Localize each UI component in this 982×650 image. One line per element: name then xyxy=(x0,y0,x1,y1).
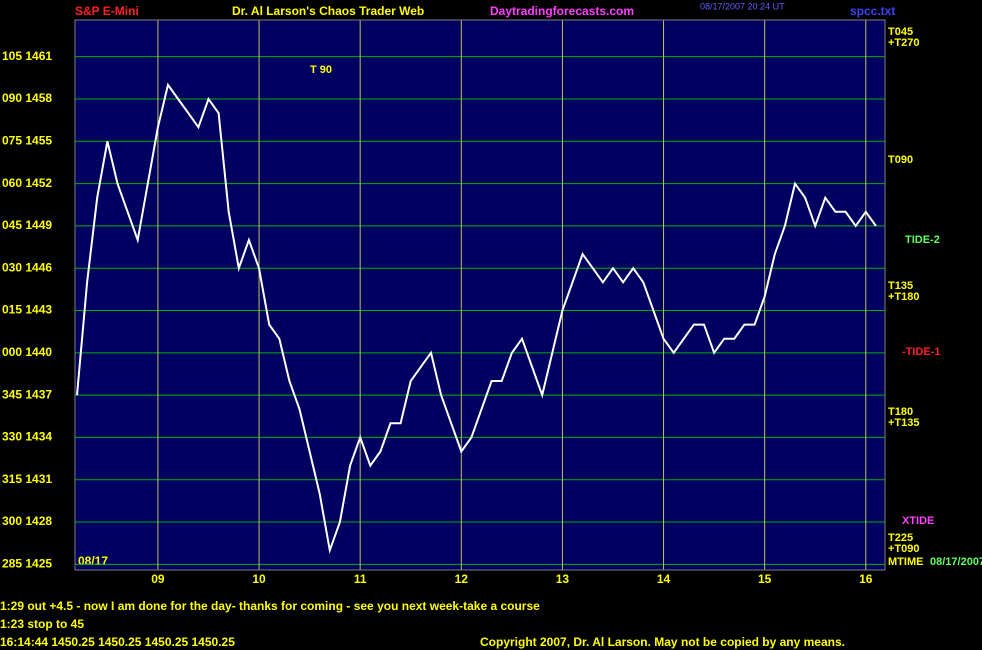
y-tick-label: 000 1440 xyxy=(2,345,52,359)
x-tick-label: 11 xyxy=(354,572,367,586)
plot-area xyxy=(75,20,885,570)
status-line: 1:23 stop to 45 xyxy=(0,617,84,631)
price-line xyxy=(76,82,877,555)
annotation: 08/17/2007 xyxy=(930,556,982,568)
y-tick-label: 030 1446 xyxy=(2,260,52,274)
annotation: T090 xyxy=(888,154,913,166)
x-tick-label: 09 xyxy=(151,572,165,586)
annotation: MTIME xyxy=(888,556,923,568)
y-tick-label: 105 1461 xyxy=(2,49,52,63)
annotation: +T135 xyxy=(888,417,920,429)
plot-border xyxy=(74,19,886,571)
annotation: T 90 xyxy=(310,64,332,76)
annotation: T135 xyxy=(888,280,913,292)
timestamp: 08/17/2007 20:24 UT xyxy=(700,1,785,11)
annotation: +T090 xyxy=(888,543,920,555)
y-tick-label: 075 1455 xyxy=(2,133,52,147)
y-tick-label: 045 1449 xyxy=(2,218,52,232)
annotation: -TIDE-1 xyxy=(902,346,941,358)
annotation: T180 xyxy=(888,406,913,418)
annotation: +T270 xyxy=(888,37,920,49)
y-tick-label: 060 1452 xyxy=(2,176,52,190)
annotation: +T180 xyxy=(888,291,920,303)
x-tick-label: 16 xyxy=(859,572,873,586)
y-tick-label: 090 1458 xyxy=(2,91,52,105)
annotation: T225 xyxy=(888,532,913,544)
annotation: T045 xyxy=(888,26,913,38)
x-tick-label: 12 xyxy=(455,572,469,586)
instrument: S&P E-Mini xyxy=(75,4,139,18)
y-tick-label: 300 1428 xyxy=(2,514,52,528)
file-name: spcc.txt xyxy=(850,4,895,18)
x-tick-label: 14 xyxy=(657,572,671,586)
x-tick-label: 13 xyxy=(556,572,570,586)
y-tick-label: 015 1443 xyxy=(2,303,52,317)
site: Daytradingforecasts.com xyxy=(490,4,634,18)
x-tick-label: 15 xyxy=(758,572,772,586)
x-tick-label: 10 xyxy=(252,572,266,586)
chart-title: Dr. Al Larson's Chaos Trader Web xyxy=(232,4,424,18)
copyright: Copyright 2007, Dr. Al Larson. May not b… xyxy=(480,635,845,649)
date-label: 08/17 xyxy=(78,554,108,568)
status-line: 16:14:44 1450.25 1450.25 1450.25 1450.25 xyxy=(0,635,235,649)
y-tick-label: 330 1434 xyxy=(2,430,52,444)
y-tick-label: 315 1431 xyxy=(2,472,52,486)
status-line: 1:29 out +4.5 - now I am done for the da… xyxy=(0,599,540,613)
annotation: XTIDE xyxy=(902,515,934,527)
annotation: TIDE-2 xyxy=(905,234,940,246)
y-tick-label: 285 1425 xyxy=(2,557,52,571)
y-tick-label: 345 1437 xyxy=(2,387,52,401)
